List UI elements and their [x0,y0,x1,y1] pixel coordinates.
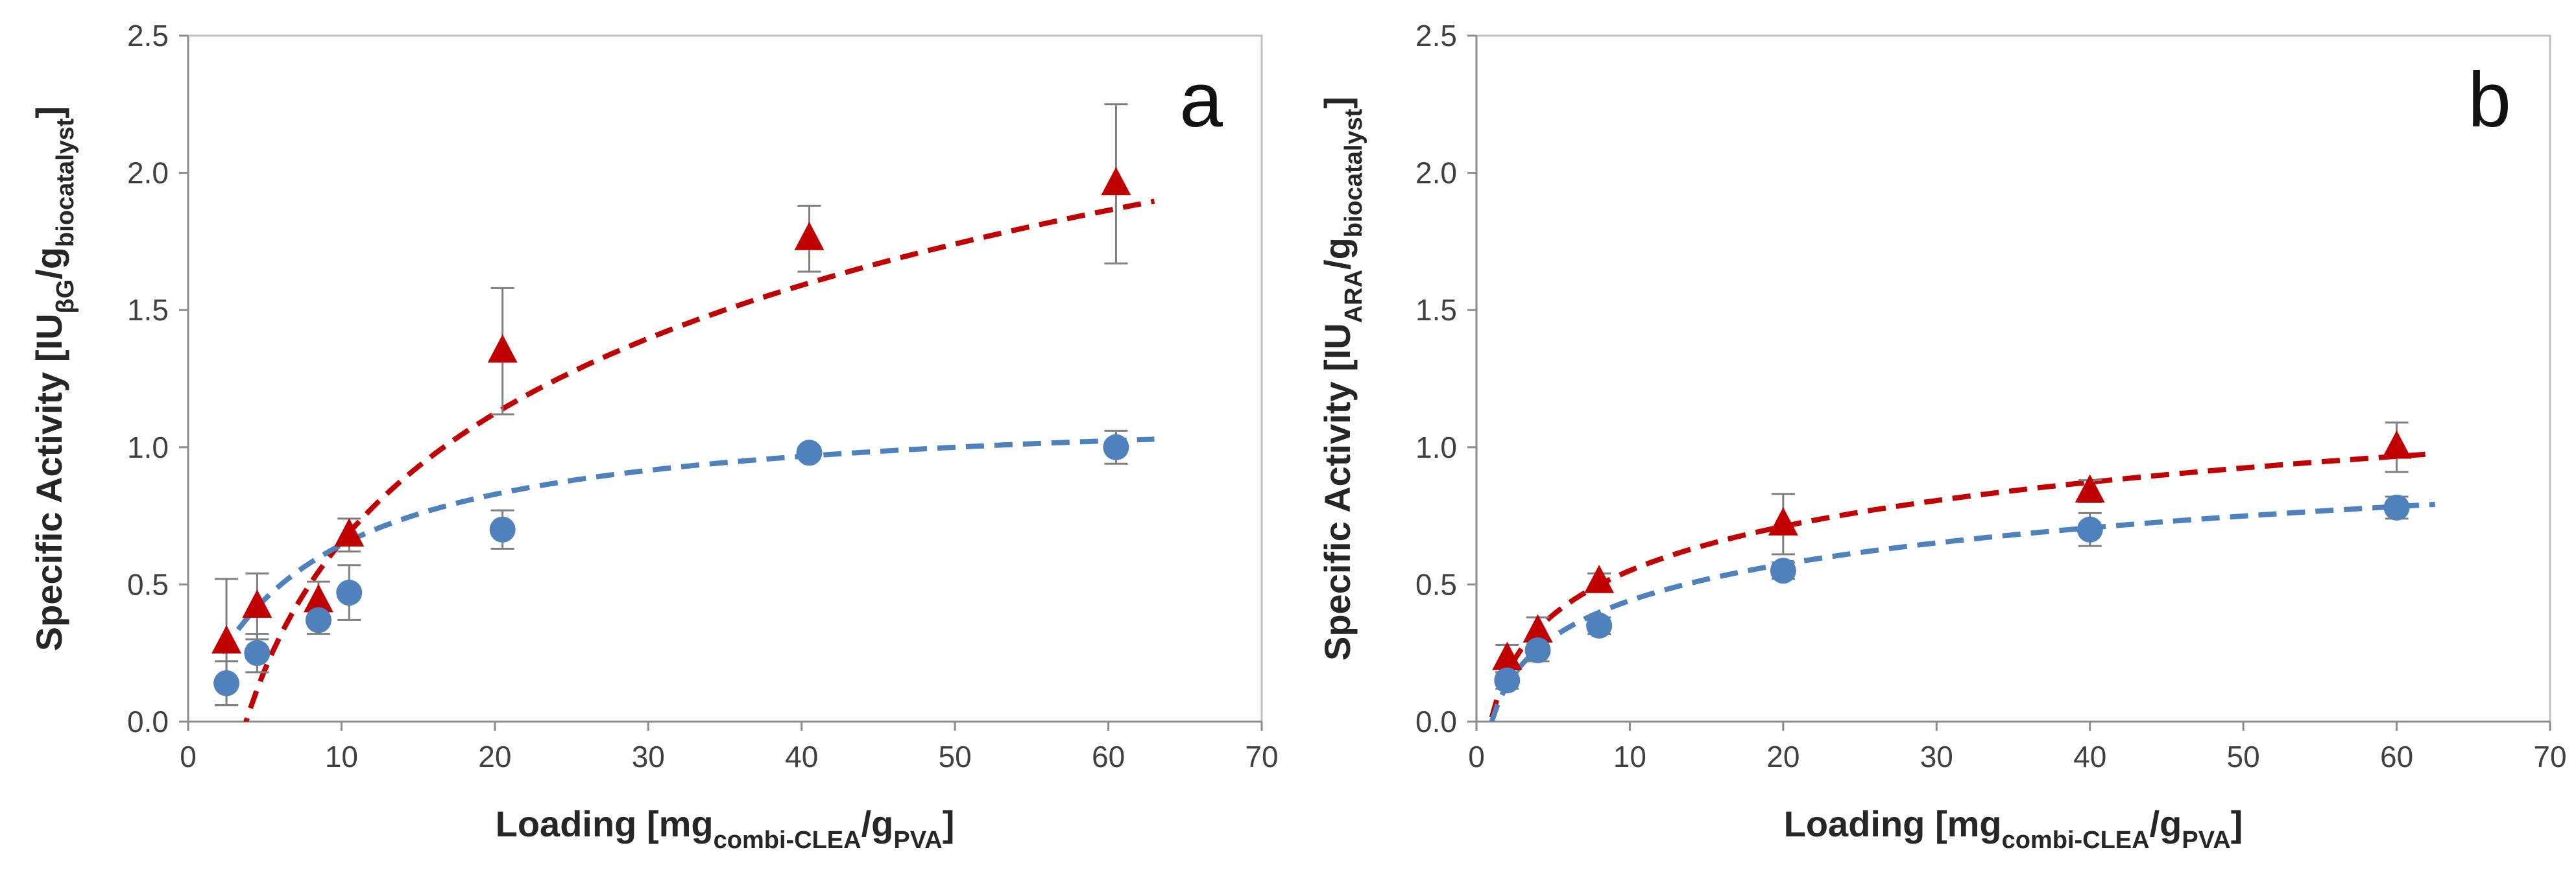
x-axis-label: Loading [mgcombi-CLEA/gPVA] [1784,803,2243,854]
x-tick-label: 10 [325,740,358,774]
y-axis-label: Specific Activity [IUARA/gbiocatalyst] [1317,97,1367,661]
y-axis-label-part: βG [52,279,79,314]
x-tick-label: 70 [1245,740,1278,774]
y-tick-label: 1.5 [127,293,169,327]
plot-frame [1475,34,2551,723]
x-tick-label: 40 [785,740,818,774]
x-tick-label: 50 [2227,740,2260,774]
data-point-triangle [794,222,825,250]
y-axis-label-part: ] [1317,97,1358,109]
y-tick-label: 0.5 [127,567,169,601]
panel-letter: b [2468,56,2511,143]
y-axis-label-part: ] [29,106,69,119]
data-point-triangle [303,584,333,613]
x-axis-label-part: Loading [mg [1784,803,2002,844]
fit-curve-triangles [243,198,1155,722]
y-axis-label-part: Specific Activity [IU [1317,323,1358,661]
x-axis-label-part: ] [2231,803,2243,844]
x-tick-label: 30 [1920,740,1953,774]
y-tick-label: 2.0 [127,156,169,190]
data-point-circle [489,516,516,543]
x-tick-label: 50 [939,740,972,774]
x-axis-label-part: combi-CLEA [714,827,861,854]
x-tick-label: 20 [478,740,511,774]
data-point-triangle [1523,614,1553,643]
x-axis-label-part: combi-CLEA [2002,827,2150,854]
x-tick-label: 60 [1092,740,1125,774]
y-tick-label: 0.0 [1415,705,1457,738]
x-axis-label-part: Loading [mg [496,803,714,844]
data-point-circle [244,640,271,667]
fit-curve-triangles [1489,451,2435,718]
data-point-circle [305,607,331,633]
x-axis-label-part: /g [2150,803,2182,844]
x-axis-label-part: ] [943,803,955,844]
data-point-triangle [2075,474,2105,503]
fit-curve-circles [219,436,1155,655]
chart-panel-a: 0 10 20 30 40 50 60 70 0.0 0.5 1.0 1.5 2.0 2.5 Loading… [29,19,1279,854]
data-point-circle [1494,667,1521,694]
data-point-triangle [211,625,242,654]
y-axis-label-part: ARA [1340,270,1367,323]
y-axis-label-part: /g [29,247,69,279]
y-tick-label: 2.5 [127,19,169,53]
chart-b-svg: 0 10 20 30 40 50 60 70 0.0 0.5 1.0 1.5 2.0 2.5 Loading… [1317,19,2567,854]
data-point-triangle [1492,641,1523,670]
x-tick-label: 20 [1766,740,1800,774]
data-point-circle [796,440,823,466]
x-tick-label: 0 [1468,740,1485,774]
x-axis-label: Loading [mgcombi-CLEA/gPVA] [496,803,955,854]
x-tick-label: 30 [632,740,665,774]
data-point-circle [1770,558,1796,584]
y-axis-label: Specific Activity [IUβG/gbiocatalyst] [29,106,79,651]
chart-a-svg: 0 10 20 30 40 50 60 70 0.0 0.5 1.0 1.5 2.0 2.5 Loading… [29,19,1279,854]
chart-panel-b: 0 10 20 30 40 50 60 70 0.0 0.5 1.0 1.5 2.0 2.5 Loading… [1288,0,2576,874]
data-point-circle [1103,434,1129,460]
data-point-triangle [1584,565,1615,593]
y-tick-label: 1.5 [1415,293,1457,327]
data-point-circle [336,580,363,606]
data-point-triangle [1101,167,1131,196]
x-tick-label: 40 [2073,740,2106,774]
y-tick-label: 1.0 [1415,431,1457,464]
y-axis-label-part: Specific Activity [IU [29,313,69,651]
x-tick-label: 10 [1613,740,1646,774]
x-axis-label-part: PVA [893,827,942,854]
y-axis-label-part: biocatalyst [1340,108,1367,237]
data-point-circle [2383,494,2410,521]
y-tick-label: 2.5 [1415,19,1457,53]
x-tick-label: 70 [2533,740,2566,774]
data-point-circle [213,670,240,696]
data-point-triangle [487,334,518,363]
data-point-circle [1586,612,1613,639]
fit-curve-circles [1489,501,2435,722]
y-axis-label-part: biocatalyst [52,118,79,247]
y-tick-label: 1.0 [127,431,169,464]
data-point-triangle [334,518,365,547]
y-axis-label-part: /g [1317,237,1358,270]
data-point-circle [1524,637,1551,663]
x-axis-label-part: /g [861,803,894,844]
data-point-triangle [242,589,272,618]
y-tick-label: 2.0 [1415,156,1457,190]
x-axis-label-part: PVA [2182,827,2230,854]
data-point-triangle [1768,507,1798,536]
y-tick-label: 0.0 [127,705,169,738]
data-point-triangle [2381,430,2412,459]
y-tick-label: 0.5 [1415,567,1457,601]
panel-letter: a [1179,56,1223,143]
data-point-circle [2076,516,2103,543]
x-tick-label: 0 [180,740,197,774]
x-tick-label: 60 [2380,740,2413,774]
